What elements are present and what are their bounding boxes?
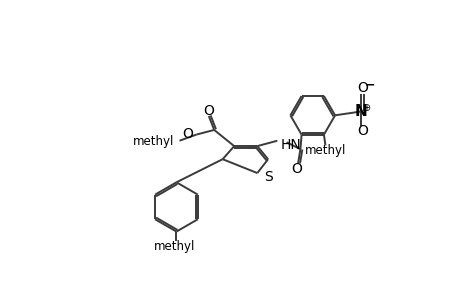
Text: O: O [357, 81, 368, 95]
Text: N: N [354, 104, 367, 119]
Text: S: S [263, 170, 272, 184]
Text: O: O [291, 162, 302, 176]
Text: methyl: methyl [133, 135, 174, 148]
Text: O: O [181, 127, 192, 141]
Text: HN: HN [280, 138, 301, 152]
Text: O: O [357, 124, 368, 139]
Text: ⊕: ⊕ [361, 103, 369, 112]
Text: O: O [203, 104, 214, 118]
Text: methyl: methyl [153, 240, 195, 253]
Text: −: − [364, 78, 374, 91]
Text: methyl: methyl [304, 143, 345, 157]
